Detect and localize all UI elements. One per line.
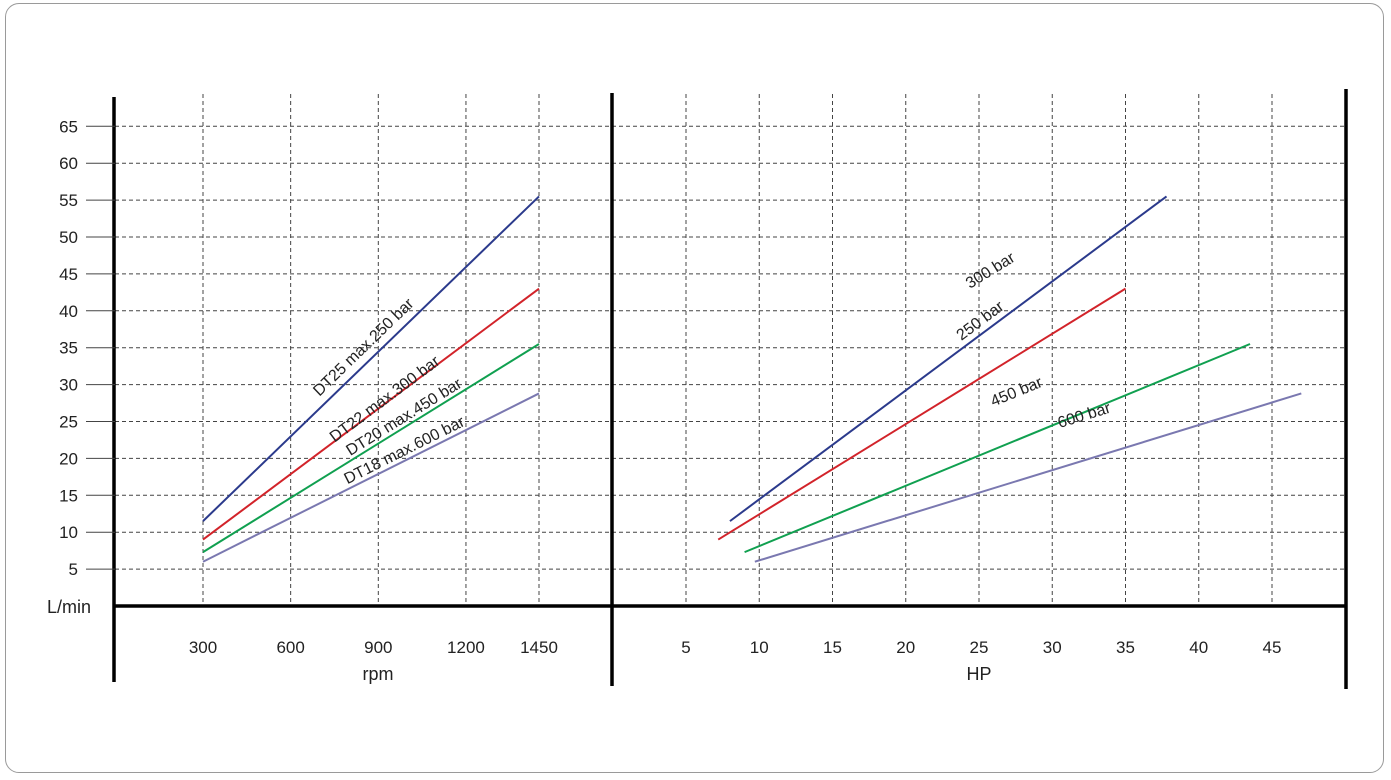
y-tick-label-3: 20 (59, 449, 78, 468)
x-tick-label-1-5: 30 (1043, 638, 1062, 657)
series-label-1-3: 600 bar (1056, 400, 1114, 432)
x-tick-label-0-2: 900 (364, 638, 392, 657)
series-line-0-0 (202, 195, 540, 522)
series-label-1-2: 450 bar (988, 374, 1045, 411)
x-tick-label-1-4: 25 (970, 638, 989, 657)
series-line-1-1 (717, 287, 1127, 541)
x-axis-title-0: rpm (363, 664, 394, 684)
y-tick-label-0: 5 (69, 560, 78, 579)
x-tick-label-0-0: 300 (189, 638, 217, 657)
x-tick-label-1-6: 35 (1116, 638, 1135, 657)
x-tick-label-0-3: 1200 (447, 638, 485, 657)
x-tick-label-1-7: 40 (1189, 638, 1208, 657)
x-tick-label-1-0: 5 (681, 638, 690, 657)
x-tick-label-1-8: 45 (1263, 638, 1282, 657)
x-axis-title-1: HP (966, 664, 991, 684)
x-tick-label-1-2: 15 (823, 638, 842, 657)
y-tick-label-7: 40 (59, 302, 78, 321)
series-label-1-1: 300 bar (963, 249, 1019, 292)
y-tick-label-10: 55 (59, 191, 78, 210)
y-axis-title: L/min (47, 597, 91, 617)
series-line-1-3 (754, 392, 1302, 563)
y-tick-label-1: 10 (59, 523, 78, 542)
series-line-0-1 (202, 287, 540, 541)
y-tick-label-5: 30 (59, 376, 78, 395)
x-tick-label-1-3: 20 (896, 638, 915, 657)
y-tick-label-6: 35 (59, 339, 78, 358)
series-line-0-2 (202, 343, 540, 553)
y-tick-label-2: 15 (59, 486, 78, 505)
y-tick-label-4: 25 (59, 413, 78, 432)
x-tick-label-0-4: 1450 (520, 638, 558, 657)
x-tick-label-0-1: 600 (276, 638, 304, 657)
series-line-0-3 (202, 392, 540, 563)
y-tick-label-9: 50 (59, 228, 78, 247)
y-tick-label-11: 60 (59, 154, 78, 173)
y-tick-label-12: 65 (59, 117, 78, 136)
chart-frame (5, 3, 1384, 773)
y-tick-label-8: 45 (59, 265, 78, 284)
series-line-1-2 (744, 343, 1251, 554)
series-line-1-0 (729, 195, 1168, 522)
x-tick-label-1-1: 10 (750, 638, 769, 657)
